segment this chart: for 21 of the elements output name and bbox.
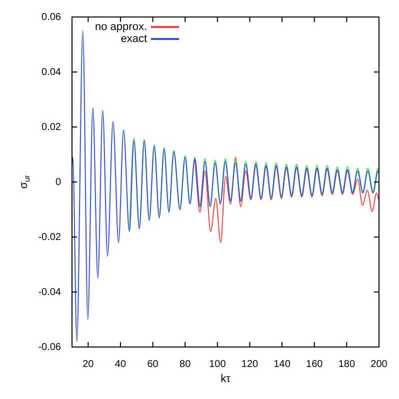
x-tick-label: 160 bbox=[306, 358, 324, 370]
y-tick-label: 0 bbox=[55, 176, 62, 188]
legend-label: exact bbox=[120, 33, 147, 46]
y-tick-label: 0.02 bbox=[42, 122, 62, 133]
y-tick-label: -0.04 bbox=[38, 286, 62, 298]
y-tick-label: 0.06 bbox=[42, 12, 62, 23]
y-tick-label: 0.04 bbox=[42, 66, 62, 78]
x-tick-label: 80 bbox=[180, 358, 192, 370]
x-tick-label: 60 bbox=[147, 358, 159, 370]
x-tick-label: 20 bbox=[82, 358, 94, 370]
y-tick-label: -0.06 bbox=[38, 342, 62, 353]
line-series bbox=[194, 156, 379, 243]
legend-label: no approx. bbox=[95, 21, 147, 34]
x-tick-label: 140 bbox=[274, 358, 291, 370]
y-tick-label: -0.02 bbox=[38, 232, 62, 243]
x-tick-label: 100 bbox=[209, 358, 226, 370]
x-tick-label: 120 bbox=[241, 358, 259, 370]
x-axis-title: kτ bbox=[220, 373, 232, 386]
x-tick-label: 180 bbox=[338, 358, 356, 370]
x-tick-label: 40 bbox=[114, 358, 126, 370]
x-tick-label: 200 bbox=[370, 358, 388, 370]
